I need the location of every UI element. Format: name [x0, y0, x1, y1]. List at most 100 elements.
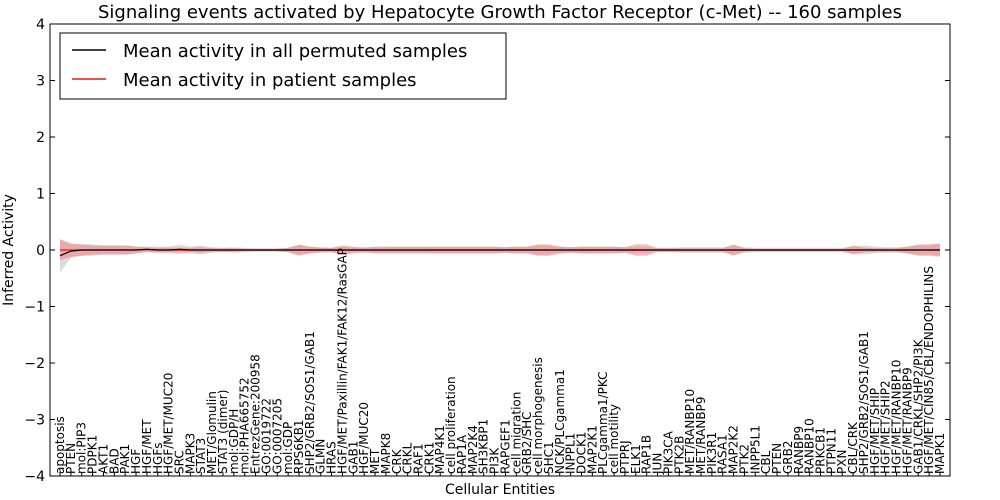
x-tick-label: CRK [390, 448, 404, 474]
x-axis-label: Cellular Entities [445, 482, 555, 498]
x-tick-label: HGF/MET/CIN85/CBL/ENDOPHILINS [922, 266, 936, 474]
x-tick-label: RAF1 [412, 443, 426, 474]
x-tick-label: HGF [129, 449, 143, 474]
x-tick-label: mol:GDP [281, 422, 295, 474]
x-tick-label: PAK1 [118, 444, 132, 474]
x-tick-label: BAD [107, 448, 121, 474]
x-tick-label: CRKL [401, 442, 415, 474]
y-tick-label: 2 [36, 130, 45, 146]
x-tick-label: HGF/MET/SHIP [868, 388, 882, 474]
x-tick-label: AKT1 [97, 444, 111, 474]
x-tick-label: MAP2K2 [727, 425, 741, 474]
x-tick-label: HGF/MET/RANBP9 [900, 367, 914, 474]
x-tick-label: HGF/MET [140, 419, 154, 474]
y-tick-label: −3 [24, 413, 45, 429]
x-tick-label: MET [368, 448, 382, 474]
x-tick-label: SH3KBP1 [477, 419, 491, 474]
y-tick-label: −1 [24, 300, 45, 316]
chart-title: Signaling events activated by Hepatocyte… [98, 2, 902, 23]
x-tick-label: INPP5L1 [748, 425, 762, 474]
x-tick-label: RAPGEF1 [498, 419, 512, 474]
x-tick-label: MAP4K1 [433, 425, 447, 474]
x-tick-label: GO:0019722 [259, 398, 273, 474]
y-tick-label: 4 [36, 17, 45, 33]
y-ticks: 4 3 2 1 0 −1 −2 −3 −4 [24, 17, 950, 485]
x-tick-label: EntrezGene:200958 [249, 354, 263, 474]
legend-box [59, 32, 507, 100]
y-tick-label: 3 [36, 74, 45, 90]
x-tick-label: CRK1 [422, 442, 436, 474]
x-tick-label: HGF/MET/RANBP10 [890, 360, 904, 474]
x-tick-label: PTPN11 [824, 428, 838, 474]
x-tick-labels: apoptosisPTENmol:PIP3PDPK1AKT1BADPAK1HGF… [53, 248, 947, 476]
confidence-bands [60, 238, 940, 273]
x-tick-label: PTPRJ [618, 440, 632, 474]
x-tick-label: RANBP10 [803, 418, 817, 474]
x-tick-label: MET/RANBP9 [694, 397, 708, 474]
x-tick-label: CBL/CRK [846, 421, 860, 474]
x-tick-label: cell migration [509, 392, 523, 474]
x-tick-label: PIK3R1 [705, 432, 719, 474]
x-tick-label: PTK2B [672, 436, 686, 474]
x-tick-label: cell motility [607, 404, 621, 474]
x-tick-label: PRKCB1 [814, 427, 828, 474]
band-permuted [60, 238, 940, 273]
x-tick-label: mol:GDP/H [227, 409, 241, 474]
x-tick-label: GO:0007205 [270, 398, 284, 474]
x-tick-label: GRB2/SHC [520, 411, 534, 474]
x-tick-label: JUN [651, 453, 665, 475]
x-tick-label: RAP1B [640, 435, 654, 474]
series-lines [59, 248, 940, 257]
x-tick-label: RANBP9 [792, 426, 806, 474]
x-tick-label: cell proliferation [444, 376, 458, 474]
x-tick-label: MAP2K4 [466, 425, 480, 474]
x-tick-label: HGF/MET/MUC20 [162, 373, 176, 474]
y-tick-label: 1 [36, 187, 45, 203]
x-tick-label: NCK/PLCgamma1 [553, 369, 567, 474]
x-tick-label: cell morphogenesis [531, 357, 545, 474]
x-tick-label: PTK2 [737, 444, 751, 474]
x-tick-label: RPS6KB1 [292, 419, 306, 474]
x-tick-label: INPPL1 [564, 433, 578, 474]
x-tick-label: HGF/MUC20 [357, 402, 371, 474]
x-tick-label: PTEN [770, 443, 784, 474]
x-tick-label: CBL [759, 450, 773, 474]
legend-label-permuted: Mean activity in all permuted samples [123, 41, 467, 62]
x-tick-label: GAB1/CRKL/SHP2/PI3K [911, 338, 925, 474]
x-tick-label: STAT3 (dimer) [216, 390, 230, 474]
x-tick-label: STAT3 [194, 438, 208, 474]
x-tick-label: MET/RANBP10 [683, 389, 697, 474]
x-tick-label: RAP1A [455, 434, 469, 474]
x-tick-label: MAPK1 [933, 433, 947, 474]
x-tick-label: DOCK1 [575, 431, 589, 474]
x-tick-label: PTEN [64, 443, 78, 474]
x-tick-label: mol:PHA665752 [238, 377, 252, 474]
x-tick-label: PDPK1 [86, 435, 100, 474]
legend-label-patient: Mean activity in patient samples [123, 70, 417, 91]
x-tick-label: HGFs [151, 443, 165, 474]
x-tick-label: ELK1 [629, 444, 643, 474]
y-tick-label: 0 [36, 243, 45, 259]
x-tick-label: PLCgamma1/PKC [596, 371, 610, 474]
x-tick-label: MAP2K1 [585, 425, 599, 474]
x-tick-label: SHP2/GRB2/SOS1/GAB1 [857, 331, 871, 474]
y-tick-label: −4 [24, 469, 45, 485]
x-tick-label: SRC [173, 450, 187, 474]
x-tick-label: GRB2 [781, 440, 795, 474]
x-tick-label: mol:PIP3 [75, 422, 89, 474]
x-tick-label: SHC1 [542, 441, 556, 474]
x-tick-label: MAPK8 [379, 433, 393, 474]
x-tick-label: apoptosis [53, 416, 67, 474]
x-tick-label: HRAS [325, 441, 339, 474]
legend: Mean activity in all permuted samples Me… [59, 32, 507, 100]
x-tick-label: PXN [835, 450, 849, 474]
y-tick-label: −2 [24, 356, 45, 372]
x-tick-label: GLMN [314, 439, 328, 474]
x-tick-label: PIK3CA [661, 430, 675, 474]
x-tick-label: HGF/MET/SHIP2 [879, 380, 893, 474]
y-axis-label: Inferred Activity [1, 194, 17, 306]
x-tick-label: SHP2/GRB2/SOS1/GAB1 [303, 331, 317, 474]
x-tick-label: GAB1 [346, 441, 360, 474]
x-tick-label: MAPK3 [183, 433, 197, 474]
